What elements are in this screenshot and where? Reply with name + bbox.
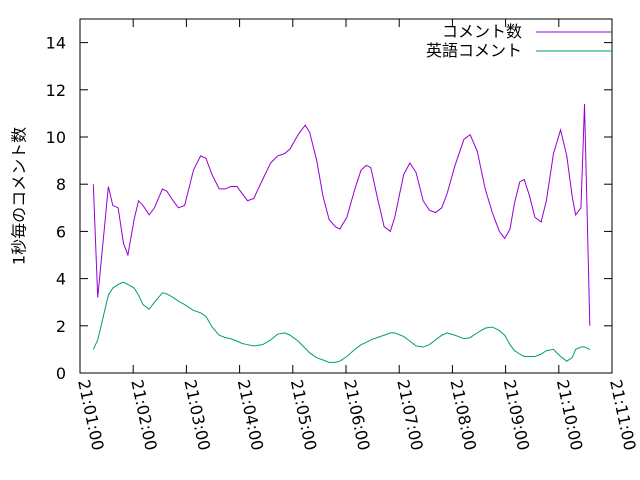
x-tick-label: 21:05:00 [287,378,321,452]
y-tick-label: 10 [46,128,66,147]
legend-label: 英語コメント [426,41,522,60]
y-tick-label: 0 [56,364,66,383]
y-tick-label: 4 [56,270,66,289]
series-line [92,103,591,326]
x-tick-label: 21:03:00 [180,378,214,452]
x-tick-label: 21:09:00 [500,378,534,452]
y-axis-label: 1秒毎のコメント数 [10,127,29,265]
x-tick-label: 21:08:00 [446,378,480,452]
x-tick-label: 21:07:00 [393,378,427,452]
series-line [92,281,591,363]
y-tick-label: 14 [46,34,66,53]
y-tick-label: 8 [56,175,66,194]
y-tick-label: 12 [46,81,66,100]
x-tick-label: 21:01:00 [74,378,108,452]
x-tick-label: 21:04:00 [234,378,268,452]
y-tick-label: 6 [56,222,66,241]
x-tick-label: 21:02:00 [127,378,161,452]
x-tick-label: 21:11:00 [606,378,640,452]
x-tick-label: 21:06:00 [340,378,374,452]
x-tick-label: 21:10:00 [553,378,587,452]
legend-label: コメント数 [442,22,522,41]
y-tick-label: 2 [56,317,66,336]
